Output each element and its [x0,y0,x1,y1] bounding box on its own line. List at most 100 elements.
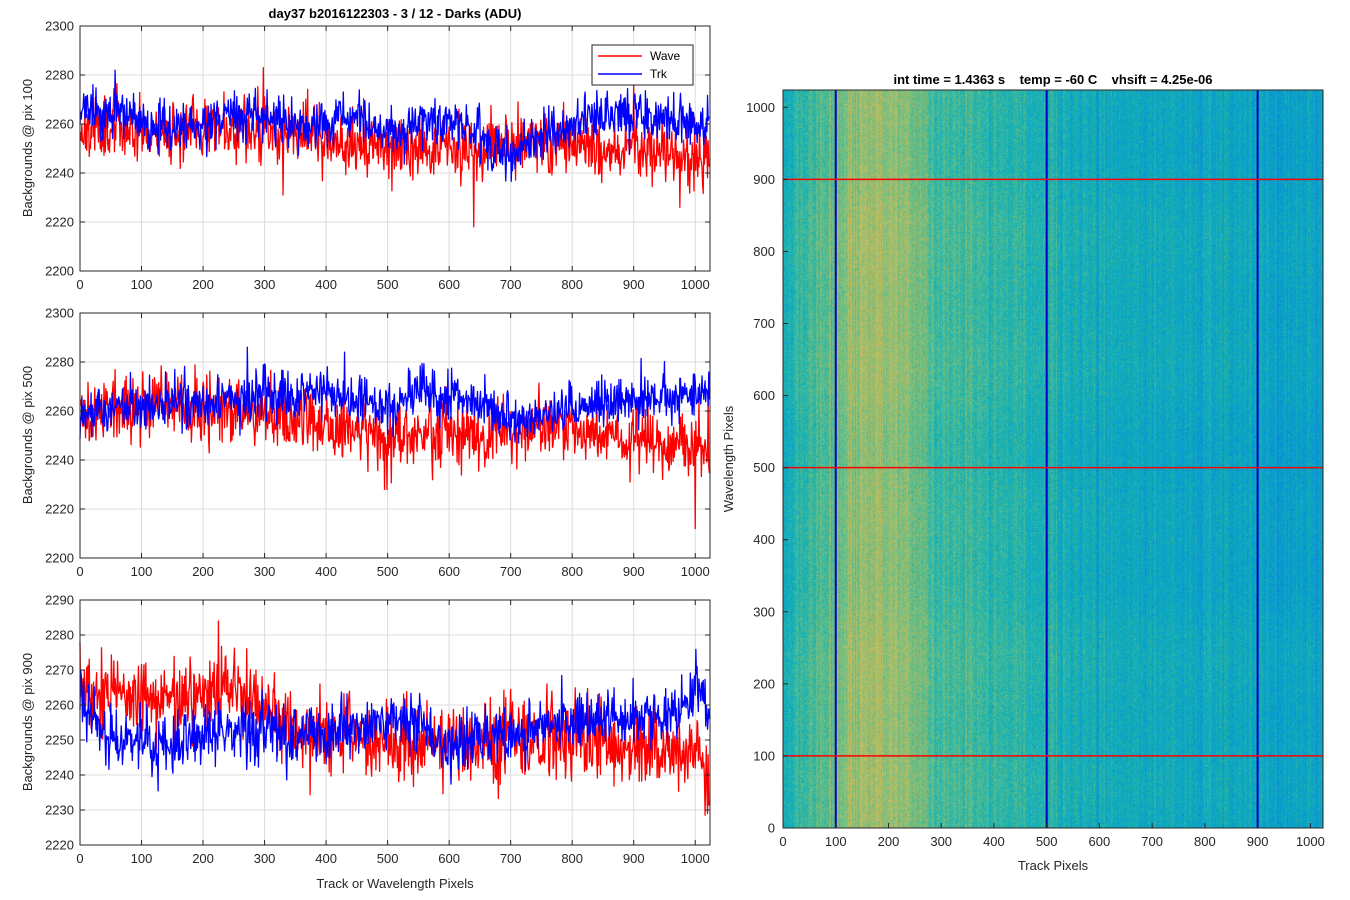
x-tick-label: 800 [561,851,583,866]
legend-wave-label: Wave [650,49,681,63]
x-tick-label: 400 [983,834,1005,849]
x-tick-label: 300 [254,564,276,579]
y-tick-label: 2300 [45,19,74,34]
x-tick-label: 1000 [681,564,710,579]
y-tick-label: 2220 [45,215,74,230]
y-tick-label: 2260 [45,404,74,419]
x-tick-label: 600 [438,851,460,866]
legend-trk-label: Trk [650,67,668,81]
panel-2-series [79,346,711,530]
x-tick-label: 100 [131,277,153,292]
y-tick-label: 200 [753,676,775,691]
y-tick-label: 800 [753,244,775,259]
y-tick-label: 2280 [45,628,74,643]
series-trk-line [79,346,711,444]
legend-box [591,44,694,86]
panel-pix-500: 0 100 200 300 400 500 600 700 800 900 1000 2200 2220… [20,306,711,579]
x-tick-label: 0 [76,277,83,292]
panel-1-axes-box [79,25,711,272]
panel-1-series [79,67,710,228]
x-tick-label: 500 [1036,834,1058,849]
x-tick-label: 400 [315,277,337,292]
y-tick-label: 2260 [45,698,74,713]
x-tick-label: 0 [779,834,786,849]
x-tick-label: 200 [878,834,900,849]
y-tick-label: 2270 [45,663,74,678]
heatmap-ylabel: Wavelength Pixels [721,405,736,512]
y-tick-label: 100 [753,748,775,763]
heatmap-lines [783,90,1323,828]
heatmap-title: int time = 1.4363 s temp = -60 C vhsift … [893,72,1212,87]
y-tick-label: 2220 [45,838,74,853]
x-tick-label: 800 [561,277,583,292]
x-tick-label: 100 [131,851,153,866]
x-tick-label: 100 [825,834,847,849]
panel-pix-900: 0 100 200 300 400 500 600 700 800 900 1000 2220 2230… [20,593,711,891]
x-tick-label: 300 [254,851,276,866]
y-tick-label: 600 [753,388,775,403]
panel-2-ticks: 0 100 200 300 400 500 600 700 800 900 1000 2200 2220… [45,306,710,579]
panel-pix-100: 0 100 200 300 400 500 600 700 800 900 1000 2200 2220… [20,19,711,292]
x-tick-label: 800 [561,564,583,579]
x-tick-label: 300 [930,834,952,849]
x-tick-label: 500 [377,851,399,866]
panel-3-series [79,620,711,816]
y-tick-label: 2250 [45,733,74,748]
y-tick-label: 700 [753,316,775,331]
y-tick-label: 900 [753,172,775,187]
panel-3-xlabel: Track or Wavelength Pixels [316,876,474,891]
x-tick-label: 500 [377,564,399,579]
series-trk-line [79,69,710,182]
y-tick-label: 0 [768,821,775,836]
y-tick-label: 500 [753,460,775,475]
x-tick-label: 700 [500,277,522,292]
panel-3-grid [80,600,710,845]
y-tick-label: 2280 [45,355,74,370]
y-tick-label: 2230 [45,803,74,818]
panel-1-ticks: 0 100 200 300 400 500 600 700 800 900 1000 2200 2220… [45,19,710,292]
x-tick-label: 800 [1194,834,1216,849]
y-tick-label: 2300 [45,306,74,321]
x-tick-label: 100 [131,564,153,579]
y-tick-label: 300 [753,604,775,619]
heatmap-xlabel: Track Pixels [1018,858,1089,873]
y-tick-label: 2240 [45,768,74,783]
y-tick-label: 2280 [45,68,74,83]
x-tick-label: 200 [192,851,214,866]
x-tick-label: 200 [192,277,214,292]
heatmap-image [783,90,1323,828]
x-tick-label: 500 [377,277,399,292]
y-tick-label: 2200 [45,551,74,566]
panel-2-ylabel: Backgrounds @ pix 500 [20,366,35,504]
x-tick-label: 1000 [681,277,710,292]
y-tick-label: 1000 [746,100,775,115]
panel-1-ylabel: Backgrounds @ pix 100 [20,79,35,217]
x-tick-label: 900 [623,277,645,292]
panel-2-axes-box [79,312,711,559]
x-tick-label: 700 [500,851,522,866]
panel-3-ticks: 0 100 200 300 400 500 600 700 800 900 1000 2220 2230… [45,593,710,866]
x-tick-label: 600 [1089,834,1111,849]
dark-frame-image: int time = 1.4363 s temp = -60 C vhsift … [721,72,1325,873]
x-tick-label: 600 [438,564,460,579]
legend: Wave Trk [591,44,694,86]
x-tick-label: 1000 [681,851,710,866]
x-tick-label: 400 [315,564,337,579]
x-tick-label: 0 [76,564,83,579]
x-tick-label: 700 [500,564,522,579]
y-tick-label: 2290 [45,593,74,608]
x-tick-label: 200 [192,564,214,579]
heatmap-axes-box [782,89,1324,829]
series-trk-line [79,648,711,792]
y-tick-label: 2240 [45,453,74,468]
x-tick-label: 900 [623,564,645,579]
panel-3-ylabel: Backgrounds @ pix 900 [20,653,35,791]
x-tick-label: 400 [315,851,337,866]
panel-3-axes-box [79,599,711,846]
y-tick-label: 2260 [45,117,74,132]
x-tick-label: 900 [623,851,645,866]
heatmap-ticks: 0 100 200 300 400 500 600 700 800 900 1000 0 100 200 3… [746,100,1325,849]
x-tick-label: 1000 [1296,834,1325,849]
x-tick-label: 900 [1247,834,1269,849]
